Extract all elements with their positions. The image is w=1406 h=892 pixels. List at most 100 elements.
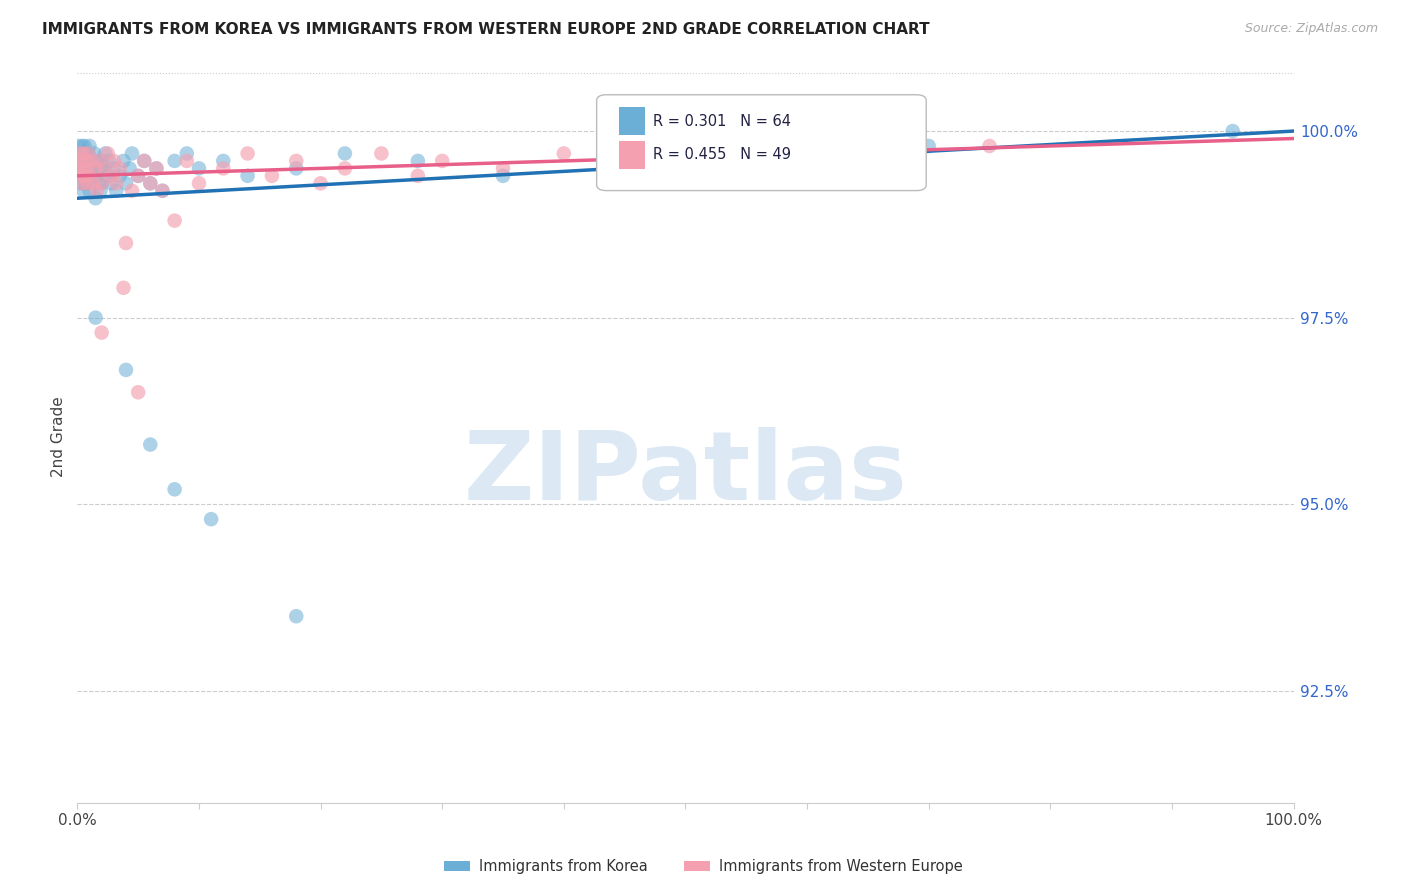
Point (75, 146, 97, 161)
Point (82, 177, 104, 191)
Point (86, 184, 108, 198)
Point (73, 139, 96, 153)
Text: R = 0.455   N = 49: R = 0.455 N = 49 (652, 147, 790, 162)
Point (67, 139, 90, 153)
Point (145, 161, 167, 176)
Text: IMMIGRANTS FROM KOREA VS IMMIGRANTS FROM WESTERN EUROPE 2ND GRADE CORRELATION CH: IMMIGRANTS FROM KOREA VS IMMIGRANTS FROM… (42, 22, 929, 37)
Point (89, 153, 111, 168)
Point (69, 153, 91, 168)
Point (260, 169, 283, 183)
FancyBboxPatch shape (596, 95, 927, 191)
Point (87, 177, 110, 191)
Point (79, 139, 101, 153)
Point (152, 184, 174, 198)
Point (105, 177, 128, 191)
Text: R = 0.301   N = 64: R = 0.301 N = 64 (652, 113, 790, 128)
Point (285, 161, 308, 176)
Point (67, 161, 90, 176)
Point (70, 161, 93, 176)
Point (105, 184, 128, 198)
Point (100, 169, 122, 183)
Point (112, 281, 135, 295)
Point (97, 146, 120, 161)
Point (76, 177, 98, 191)
Point (70, 153, 93, 168)
Point (176, 153, 198, 168)
Point (70, 169, 93, 183)
Point (188, 177, 211, 191)
Point (93, 161, 115, 176)
Point (432, 153, 454, 168)
Point (112, 153, 135, 168)
Point (115, 363, 138, 377)
Point (127, 169, 149, 183)
Y-axis label: 2nd Grade: 2nd Grade (51, 397, 66, 477)
Point (73, 153, 96, 168)
Point (370, 146, 392, 161)
Point (70, 177, 93, 191)
Point (406, 169, 429, 183)
Point (200, 512, 222, 526)
FancyBboxPatch shape (619, 107, 645, 135)
Point (115, 235, 138, 250)
Point (89, 184, 111, 198)
Point (73, 177, 96, 191)
Point (108, 169, 131, 183)
Point (553, 146, 575, 161)
Legend: Immigrants from Korea, Immigrants from Western Europe: Immigrants from Korea, Immigrants from W… (437, 854, 969, 880)
Point (84, 161, 107, 176)
Point (69, 146, 91, 161)
Point (90, 177, 112, 191)
Point (675, 161, 697, 176)
Point (77, 146, 100, 161)
Point (84, 191, 107, 205)
Point (90, 326, 112, 340)
Point (236, 169, 259, 183)
Point (236, 146, 259, 161)
Point (918, 139, 941, 153)
Point (139, 177, 162, 191)
Point (163, 483, 186, 497)
Point (79, 169, 101, 183)
Point (115, 177, 138, 191)
Point (127, 169, 149, 183)
Point (80, 153, 103, 168)
Point (70, 169, 93, 183)
Point (139, 177, 162, 191)
Point (97, 169, 120, 183)
Point (97, 153, 120, 168)
Point (84, 169, 107, 183)
Point (84, 310, 107, 325)
Point (121, 184, 143, 198)
Point (285, 153, 308, 168)
Point (176, 146, 198, 161)
Point (82, 161, 104, 176)
Point (212, 161, 235, 176)
Point (1222, 124, 1244, 138)
Point (69, 169, 91, 183)
Point (72, 146, 94, 161)
Text: Source: ZipAtlas.com: Source: ZipAtlas.com (1244, 22, 1378, 36)
Point (139, 437, 162, 451)
Point (72, 161, 94, 176)
Point (118, 161, 141, 176)
Point (70, 177, 93, 191)
Text: ZIPatlas: ZIPatlas (464, 427, 907, 520)
Point (90, 177, 112, 191)
Point (77, 146, 100, 161)
Point (309, 177, 332, 191)
Point (163, 213, 186, 227)
Point (333, 146, 356, 161)
Point (72, 184, 94, 198)
Point (73, 169, 96, 183)
Point (75, 153, 97, 168)
Point (76, 161, 98, 176)
Point (80, 153, 103, 168)
Point (86, 153, 108, 168)
Point (83, 146, 105, 161)
Point (134, 153, 156, 168)
Point (152, 184, 174, 198)
Point (979, 139, 1001, 153)
Point (103, 161, 125, 176)
Point (134, 153, 156, 168)
